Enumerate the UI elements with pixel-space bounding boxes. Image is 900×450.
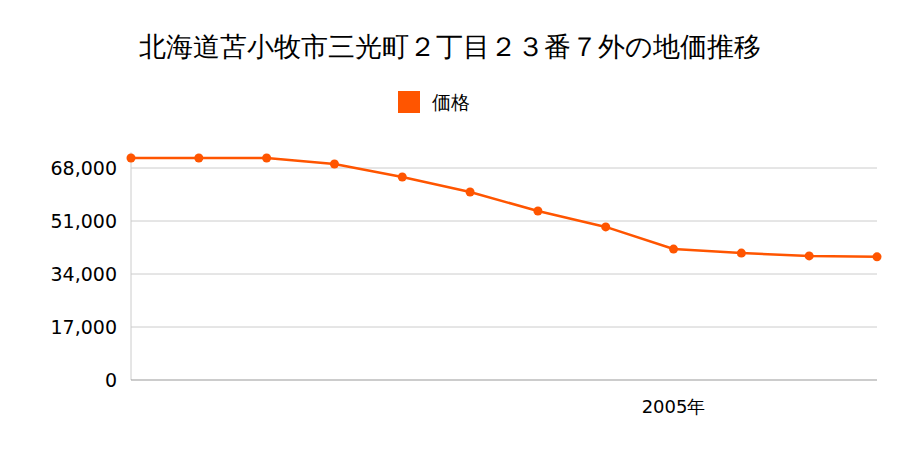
chart: 北海道苫小牧市三光町２丁目２３番７外の地価推移 0 17,000 34,000 51,0… [0,0,900,450]
legend-label: 価格 [432,91,470,113]
grid-line [131,380,877,381]
grid-line [131,327,877,328]
grid-line [131,221,877,222]
marker [669,245,678,254]
line [131,158,877,257]
marker [466,188,475,197]
grid-line [131,168,877,169]
marker [127,154,136,163]
title: 北海道苫小牧市三光町２丁目２３番７外の地価推移 [139,31,761,62]
y-tick-label: 0 [105,369,117,391]
y-tick-label: 34,000 [51,263,117,285]
marker [398,173,407,182]
x-tick-label: 2005年 [642,396,706,417]
marker [262,154,271,163]
marker [533,207,542,216]
y-tick-label: 17,000 [51,316,117,338]
legend-swatch [398,91,420,113]
marker [601,222,610,231]
marker [873,252,882,261]
marker [737,249,746,258]
grid-line [131,274,877,275]
y-axis-line [131,152,132,380]
marker [194,154,203,163]
plot-area [127,154,882,262]
y-tick-label: 51,000 [51,210,117,232]
marker [330,159,339,168]
legend: 価格 [398,91,470,113]
y-tick-label: 68,000 [51,157,117,179]
marker [805,251,814,260]
